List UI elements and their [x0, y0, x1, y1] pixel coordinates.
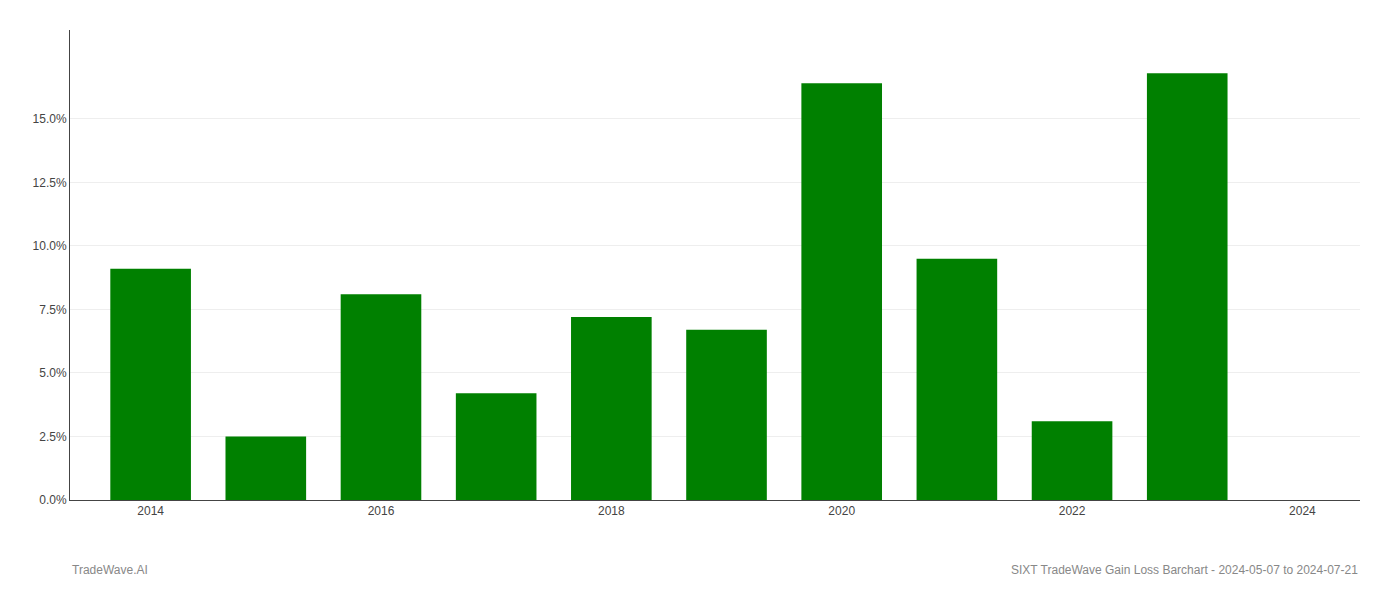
svg-text:TradeWave.AI: TradeWave.AI [72, 563, 148, 577]
svg-text:2016: 2016 [368, 504, 395, 518]
svg-text:2022: 2022 [1059, 504, 1086, 518]
svg-text:7.5%: 7.5% [39, 303, 67, 317]
svg-text:0.0%: 0.0% [39, 493, 67, 507]
svg-text:10.0%: 10.0% [33, 239, 67, 253]
svg-text:2014: 2014 [137, 504, 164, 518]
svg-text:5.0%: 5.0% [39, 366, 67, 380]
svg-text:2020: 2020 [828, 504, 855, 518]
svg-text:15.0%: 15.0% [33, 112, 67, 126]
svg-text:2024: 2024 [1289, 504, 1316, 518]
svg-text:12.5%: 12.5% [33, 176, 67, 190]
svg-text:2018: 2018 [598, 504, 625, 518]
svg-text:2.5%: 2.5% [39, 430, 67, 444]
svg-text:SIXT TradeWave Gain Loss Barch: SIXT TradeWave Gain Loss Barchart - 2024… [1011, 563, 1358, 577]
